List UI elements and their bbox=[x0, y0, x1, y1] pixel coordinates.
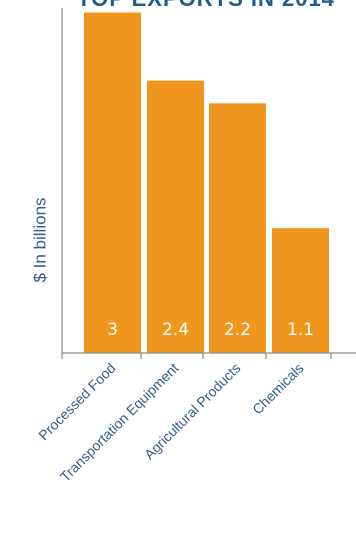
bar-value-label-1: 2.4 bbox=[162, 320, 189, 340]
bar-1 bbox=[147, 80, 204, 353]
bar-0 bbox=[84, 12, 141, 353]
chart-title: TOP EXPORTS IN 2014 bbox=[77, 0, 335, 11]
y-axis-label: $ In billions bbox=[30, 197, 49, 282]
x-tick-label-1: Transportation Equipment bbox=[57, 360, 182, 485]
x-ticks-group bbox=[61, 353, 332, 359]
bar-value-label-3: 1.1 bbox=[287, 320, 314, 340]
bar-2 bbox=[209, 103, 266, 353]
bar-value-label-2: 2.2 bbox=[224, 320, 251, 340]
bar-value-label-0: 3 bbox=[107, 320, 118, 340]
x-tick-label-3: Chemicals bbox=[249, 360, 307, 418]
bars-group: 3 2.4 2.2 1.1 bbox=[84, 12, 329, 353]
bar-3 bbox=[272, 228, 329, 353]
